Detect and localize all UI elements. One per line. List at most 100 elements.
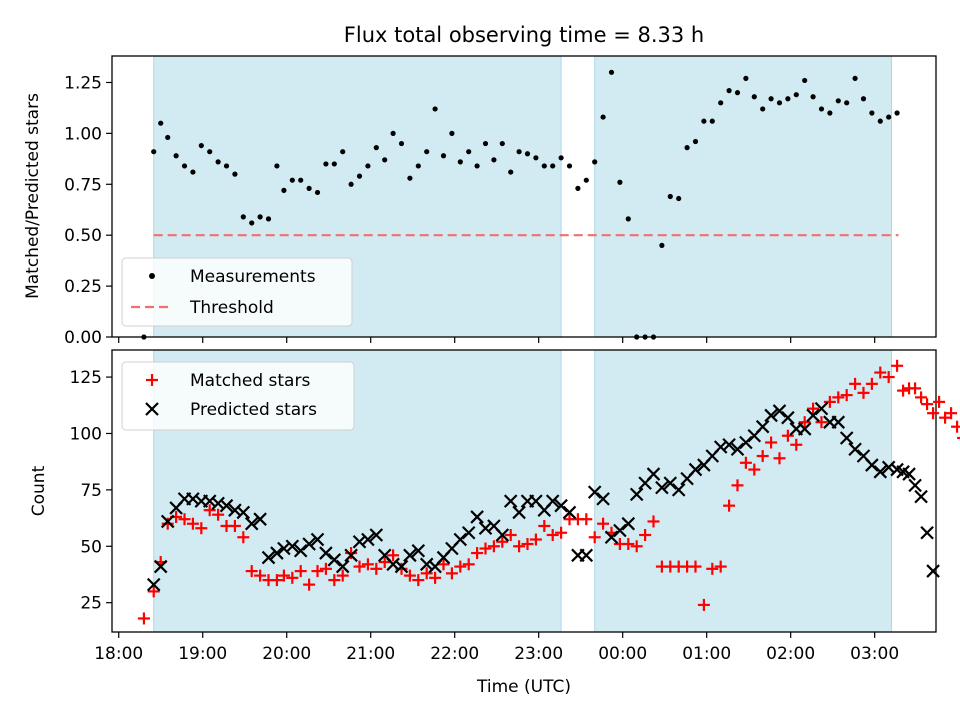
matched-star-point [245, 565, 258, 578]
predicted-star-point [186, 492, 200, 506]
matched-star-point [328, 574, 341, 587]
top-plot-frame [111, 55, 937, 338]
measurement-point [232, 171, 238, 177]
matched-star-point [951, 420, 960, 433]
matched-star-point [823, 395, 836, 408]
measurement-point [692, 138, 699, 145]
measurement-point [726, 88, 732, 94]
top-ytick-label: 0.00 [64, 328, 102, 348]
top-ytick-label: 1.25 [64, 73, 102, 93]
matched-star-point [462, 558, 475, 571]
matched-star-point [212, 508, 225, 521]
measurement-point [592, 159, 598, 165]
measurement-point [701, 118, 707, 124]
matched-star-point [546, 528, 559, 541]
matched-star-point [203, 504, 216, 517]
matched-star-point [420, 567, 433, 580]
measurement-point [650, 334, 657, 340]
measurement-point [223, 163, 230, 169]
matched-star-point [378, 556, 391, 569]
predicted-star-point [730, 442, 745, 457]
legend-matched-label: Matched stars [190, 371, 310, 391]
matched-star-point [891, 359, 904, 372]
measurement-point [802, 77, 808, 84]
measurement-point [151, 149, 157, 155]
matched-star-point [237, 531, 250, 544]
x-tick-label: 23:00 [514, 644, 563, 664]
measurement-point [198, 142, 204, 149]
measurement-point [141, 334, 147, 340]
matched-star-point [723, 499, 736, 512]
predicted-star-point [244, 516, 259, 531]
measurement-point [457, 159, 463, 165]
matched-star-point [756, 450, 769, 463]
predicted-star-point [848, 442, 862, 457]
bottom-ytick-label: 50 [80, 537, 102, 557]
measurement-point [667, 193, 673, 200]
predicted-star-point [926, 564, 940, 578]
predicted-star-point [865, 458, 879, 472]
matched-star-point [529, 533, 542, 546]
matched-star-point [496, 535, 509, 548]
matched-star-point [647, 515, 660, 528]
bottom-panel: 25 50 75 100 125 18:00 19:00 20:00 21:00 22:00 23… [29, 349, 960, 697]
measurement-point [634, 334, 640, 340]
measurement-point [793, 92, 799, 98]
measurement-point [314, 189, 321, 196]
measurement-point [173, 153, 179, 159]
predicted-star-point [327, 553, 342, 567]
measurement-point [432, 106, 438, 112]
measurement-point [676, 195, 682, 202]
matched-star-point [765, 436, 778, 449]
matched-star-point [773, 452, 786, 465]
measurement-point [466, 149, 472, 155]
measurement-point [566, 163, 573, 169]
matched-star-point [815, 416, 828, 429]
predicted-star-point [495, 528, 510, 542]
matched-star-point [739, 456, 752, 469]
matched-star-point [689, 560, 702, 573]
predicted-star-point [146, 577, 161, 592]
predicted-star-point [285, 539, 300, 554]
bottom-plot-frame [111, 349, 937, 633]
measurement-point [659, 242, 665, 248]
predicted-star-point [562, 505, 577, 520]
matched-star-point [353, 560, 366, 573]
matched-star-point [270, 574, 283, 587]
matched-star-point [403, 569, 416, 582]
measurement-point [158, 120, 164, 126]
matched-star-point [588, 531, 601, 544]
measurement-point [449, 130, 455, 136]
matched-star-point [412, 574, 425, 587]
matched-star-point [186, 517, 199, 530]
matched-star-point [874, 366, 887, 379]
predicted-star-point [613, 523, 627, 538]
top-ytick-label: 0.50 [64, 226, 102, 246]
measurement-point [835, 98, 841, 104]
measurement-point [398, 140, 405, 147]
measurement-point [382, 157, 388, 163]
measurement-point [340, 149, 346, 155]
legend-measurements-label: Measurements [190, 267, 316, 287]
legend-predicted-label: Predicted stars [190, 400, 317, 420]
matched-star-point [945, 407, 958, 420]
matched-star-point [832, 391, 845, 404]
matched-star-point [882, 371, 895, 384]
matched-star-point [790, 438, 803, 451]
x-tick-label: 02:00 [766, 644, 815, 664]
predicted-star-point [270, 546, 284, 560]
predicted-star-point [261, 550, 276, 565]
measurement-point [810, 94, 816, 100]
measurement-point [424, 149, 430, 155]
matched-star-point [277, 569, 290, 582]
measurement-point [298, 177, 304, 183]
matched-star-point [731, 479, 744, 492]
matched-star-point [161, 517, 174, 530]
predicted-star-point [344, 548, 358, 563]
predicted-star-point [902, 467, 916, 481]
top-legend: Measurements Threshold [121, 257, 353, 327]
legend-predicted-marker [145, 402, 159, 416]
measurement-point [583, 177, 589, 183]
top-ytick-label: 0.25 [64, 277, 102, 297]
matched-star-point [504, 528, 517, 541]
